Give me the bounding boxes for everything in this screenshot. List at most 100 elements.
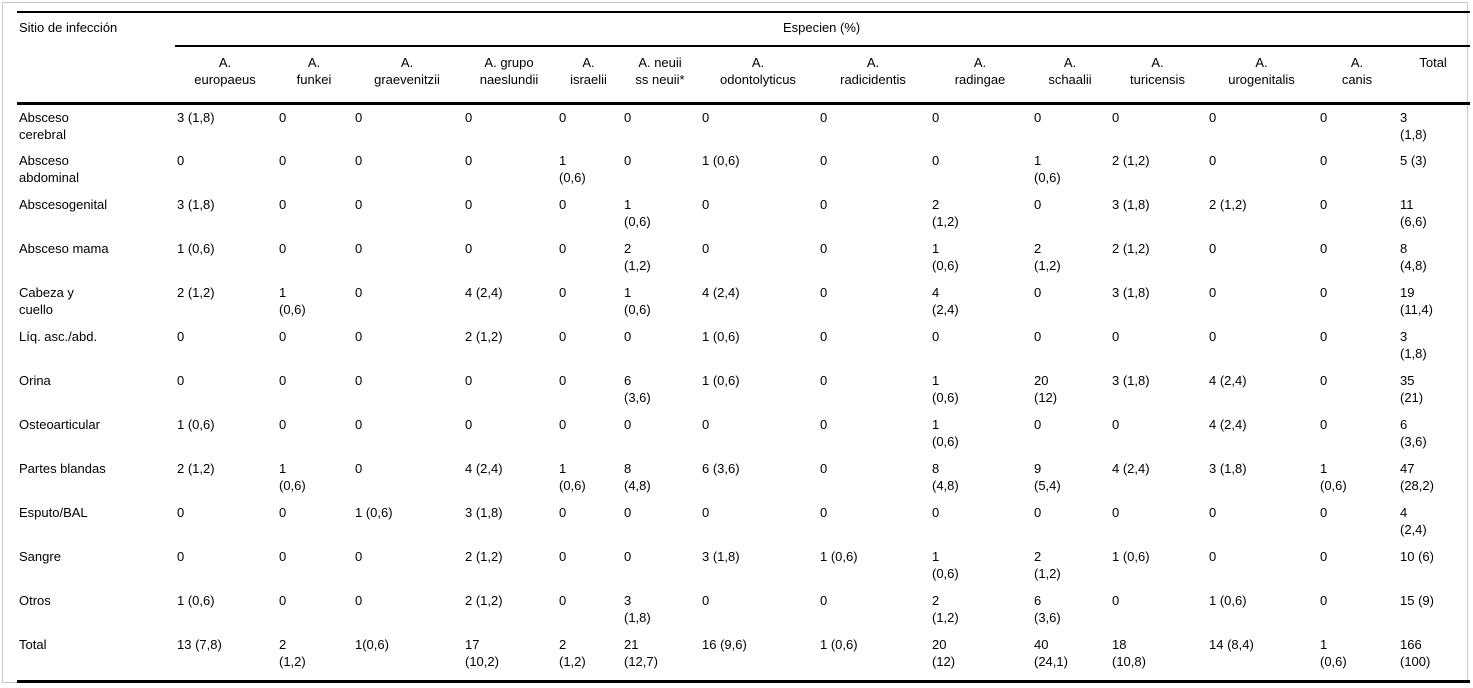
table-cell: 0 (279, 110, 287, 125)
column-header: A. neuii ss neuii* (622, 46, 700, 105)
table-cell: 0 (1034, 328, 1042, 344)
column-header: A. graevenitzii (353, 46, 463, 105)
column-header: A. urogenitalis (1207, 46, 1318, 105)
table-cell: 0 (624, 328, 632, 344)
table-cell: 0 (820, 592, 828, 608)
row-label: Líq. asc./abd. (19, 328, 98, 344)
table-cell: 4 (2,4) (932, 284, 959, 317)
table-row: Otros 1 (0,6) 0 0 2 (1,2) 0 3 (1,8) 0 0 2 (1,2) 6 … (17, 588, 1470, 632)
table-cell: 0 (1320, 548, 1328, 564)
table-cell: 0 (820, 196, 828, 212)
table-cell: 1 (0,6) (932, 416, 959, 449)
table-cell: 0 (820, 372, 828, 388)
table-row: Sangre 0 0 0 2 (1,2) 0 0 3 (1,8) 1 (0,6) 1 (0,6) 2… (17, 544, 1470, 588)
table-cell: 0 (355, 110, 363, 125)
table-cell: 0 (702, 416, 710, 432)
column-header: Total (1398, 46, 1471, 105)
table-cell: 1 (0,6) (177, 592, 215, 608)
table-cell: 2 (1,2) (465, 328, 503, 344)
table-cell: 3 (1,8) (702, 548, 740, 564)
table-cell: 2 (1,2) (1209, 196, 1247, 212)
table-cell: 1 (0,6) (932, 240, 959, 273)
table-cell: 0 (1320, 152, 1328, 168)
table-row: Absceso abdominal 0 0 0 0 1 (0,6) 0 1 (0,6) 0 0 1 … (17, 148, 1470, 192)
table-cell: 20 (12) (930, 631, 1032, 683)
table-cell: 0 (1034, 284, 1042, 300)
table-cell: 0 (559, 592, 567, 608)
table-cell: 1 (0,6) (1209, 592, 1247, 608)
table-cell: 3 (1,8) (1112, 372, 1150, 388)
table-cell: 0 (932, 110, 940, 125)
table-cell: 0 (465, 416, 473, 432)
table-cell: 4 (2,4) (1400, 504, 1427, 537)
table-cell: 8 (4,8) (1400, 240, 1427, 273)
table-cell: 0 (465, 240, 473, 256)
row-label: Abscesogenital (19, 196, 108, 212)
table-cell: 0 (702, 240, 710, 256)
table-cell: 2 (1,2) (1112, 152, 1150, 168)
table-cell: 1(0,6) (353, 631, 463, 683)
table-cell: 6 (3,6) (624, 372, 651, 405)
table-cell: 0 (1112, 110, 1120, 125)
row-label: Esputo/BAL (19, 504, 88, 520)
table-cell: 0 (1209, 110, 1217, 125)
table-cell: 0 (1320, 592, 1328, 608)
table-cell: 0 (355, 152, 363, 168)
table-cell: 4 (2,4) (465, 460, 503, 476)
table-cell: 0 (702, 592, 710, 608)
table-cell: 0 (932, 328, 940, 344)
table-cell: 2 (1,2) (177, 460, 215, 476)
table-cell: 0 (702, 504, 710, 520)
table-cell: 47 (28,2) (1400, 460, 1434, 493)
table-cell: 3 (1,8) (1112, 196, 1150, 212)
column-header: A. schaalii (1032, 46, 1110, 105)
table-cell: 0 (624, 152, 632, 168)
table-cell: 0 (279, 416, 287, 432)
table-cell: 6 (3,6) (1034, 592, 1061, 625)
table-cell: 0 (355, 240, 363, 256)
table-cell: 0 (559, 196, 567, 212)
table-cell: 2 (1,2) (177, 284, 215, 300)
table-cell: 4 (2,4) (1209, 372, 1247, 388)
table-cell: 0 (932, 504, 940, 520)
row-label: Absceso mama (19, 240, 109, 256)
table-row: Cabeza y cuello 2 (1,2) 1 (0,6) 0 4 (2,4) 0 1 … (17, 280, 1470, 324)
table-cell: 0 (624, 416, 632, 432)
table-cell: 0 (1034, 416, 1042, 432)
column-header: A. canis (1318, 46, 1398, 105)
table-cell: 0 (1320, 328, 1328, 344)
corner-header-sitio-de-infeccion: Sitio de infección (17, 11, 175, 105)
table-cell: 0 (1112, 504, 1120, 520)
table-cell: 0 (1209, 328, 1217, 344)
column-header: A. radicidentis (818, 46, 930, 105)
table-cell: 3 (1,8) (1112, 284, 1150, 300)
table-cell: 0 (279, 372, 287, 388)
table-cell: 0 (1320, 372, 1328, 388)
table-cell: 0 (820, 284, 828, 300)
table-cell: 1 (0,6) (702, 328, 740, 344)
table-cell: 1 (0,6) (702, 152, 740, 168)
table-cell: 16 (9,6) (700, 631, 818, 683)
table-cell: 0 (820, 460, 828, 476)
group-header-especien: Especien (%) (175, 11, 1471, 47)
infection-species-table: Sitio de infección Especien (%) A. europ… (17, 11, 1471, 683)
column-header-row: A. europaeus A. funkei A. graevenitzii A. g… (17, 46, 1471, 105)
table-cell: 6 (3,6) (1400, 416, 1427, 449)
table-cell: 0 (1112, 328, 1120, 344)
table-cell: 4 (2,4) (702, 284, 740, 300)
row-label: Partes blandas (19, 460, 106, 476)
table-cell: 0 (1209, 548, 1217, 564)
table-cell: 0 (279, 152, 287, 168)
table-row: Abscesogenital 3 (1,8) 0 0 0 0 1 (0,6) 0 0 2 (1,2… (17, 192, 1470, 236)
row-label: Otros (19, 592, 51, 608)
table-cell: 1 (0,6) (1320, 460, 1347, 493)
table-cell: 1 (0,6) (818, 631, 930, 683)
table-cell: 0 (559, 110, 567, 125)
table-cell: 0 (559, 284, 567, 300)
table-cell: 11 (6,6) (1400, 196, 1427, 229)
table-row: Absceso cerebral 3 (1,8) 0 0 0 0 0 0 0 0 0 0 0 0 3 (1,… (17, 104, 1470, 148)
table-cell: 35 (21) (1400, 372, 1424, 405)
table-cell: 2 (1,2) (465, 592, 503, 608)
table-cell: 0 (355, 196, 363, 212)
table-cell: 1 (0,6) (177, 240, 215, 256)
